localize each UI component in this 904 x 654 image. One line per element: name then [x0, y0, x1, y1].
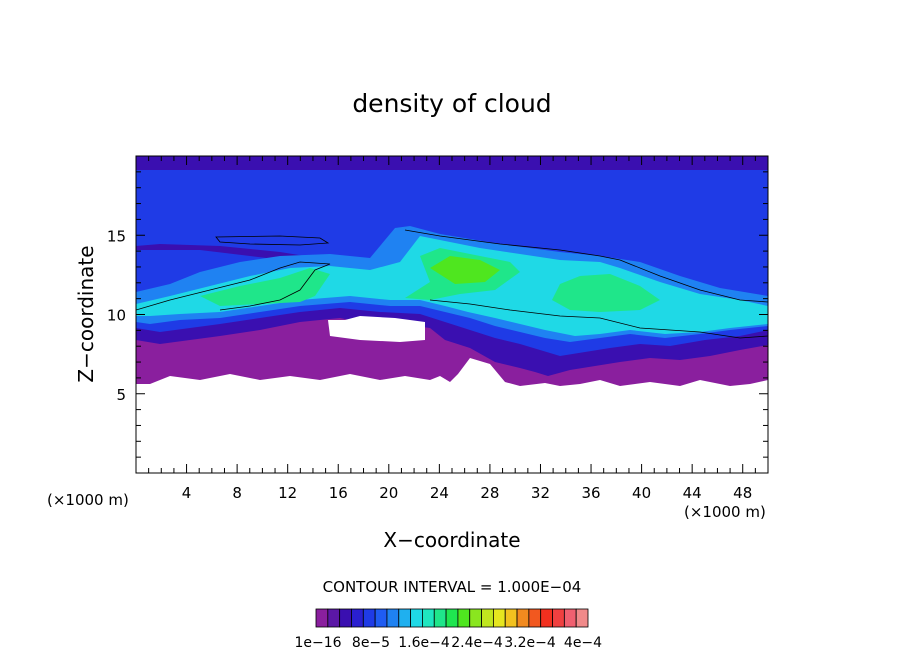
y-tick-label: 15 [107, 227, 126, 245]
colorbar-swatch [386, 608, 400, 628]
x-tick-label: 32 [531, 484, 550, 502]
x-tick-label: 28 [480, 484, 499, 502]
x-axis: 4 8 12 16 20 24 28 32 36 40 44 48 [148, 156, 756, 502]
colorbar [315, 608, 589, 628]
clear-pocket [328, 316, 425, 342]
x-tick-label: 16 [329, 484, 348, 502]
colorbar-swatch [575, 608, 589, 628]
colorbar-swatch [315, 608, 329, 628]
colorbar-swatch [469, 608, 482, 628]
colorbar-swatch [351, 608, 364, 628]
x-unit-left: (×1000 m) [47, 491, 129, 509]
colorbar-swatch [327, 608, 341, 628]
colorbar-swatch [445, 608, 459, 628]
colorbar-swatch [552, 608, 565, 628]
cloud-core-bright-green [430, 256, 500, 284]
colorbar-swatch [528, 608, 542, 628]
colorbar-label: 1.6e−4 [398, 635, 450, 651]
colorbar-swatch [422, 608, 435, 628]
colorbar-swatch [516, 608, 530, 628]
colorbar-swatch [398, 608, 412, 628]
contour-line-lower [136, 261, 768, 339]
colorbar-swatch [362, 608, 376, 628]
x-unit-right: (×1000 m) [684, 503, 766, 521]
x-tick-label: 12 [278, 484, 297, 502]
colorbar-swatch [492, 608, 506, 628]
contour-line-main [404, 229, 768, 303]
colorbar-label: 8e−5 [352, 635, 390, 651]
x-tick-label: 20 [379, 484, 398, 502]
contour-line-upper [215, 235, 330, 246]
colorbar-swatch [339, 608, 352, 628]
x-tick-label: 44 [683, 484, 702, 502]
colorbar-swatch [504, 608, 518, 628]
colorbar-swatch [457, 608, 471, 628]
colorbar-swatch [481, 608, 494, 628]
colorbar-swatch [563, 608, 577, 628]
contour-interval-text: CONTOUR INTERVAL = 1.000E−04 [323, 578, 582, 596]
colorbar-swatch [540, 608, 553, 628]
colorbar-swatch [433, 608, 447, 628]
x-tick-label: 36 [581, 484, 600, 502]
colorbar-swatch [374, 608, 388, 628]
x-axis-label: X−coordinate [383, 528, 520, 552]
colorbar-labels: 1e−16 8e−5 1.6e−4 2.4e−4 3.2e−4 4e−4 [294, 635, 602, 651]
y-tick-label: 5 [116, 386, 126, 404]
plot-area [136, 156, 768, 473]
colorbar-label: 4e−4 [564, 635, 602, 651]
cloud-region-green [200, 248, 660, 312]
x-tick-label: 40 [632, 484, 651, 502]
colorbar-swatch [410, 608, 423, 628]
y-axis-label: Z−coordinate [74, 245, 98, 382]
x-tick-label: 48 [733, 484, 752, 502]
x-tick-label: 4 [182, 484, 192, 502]
x-tick-label: 24 [430, 484, 449, 502]
colorbar-label: 3.2e−4 [504, 635, 556, 651]
x-tick-label: 8 [232, 484, 242, 502]
y-axis: 5 10 15 [107, 171, 768, 458]
chart-title: density of cloud [352, 89, 551, 118]
y-tick-label: 10 [107, 307, 126, 325]
colorbar-label: 2.4e−4 [451, 635, 503, 651]
colorbar-label: 1e−16 [294, 635, 341, 651]
